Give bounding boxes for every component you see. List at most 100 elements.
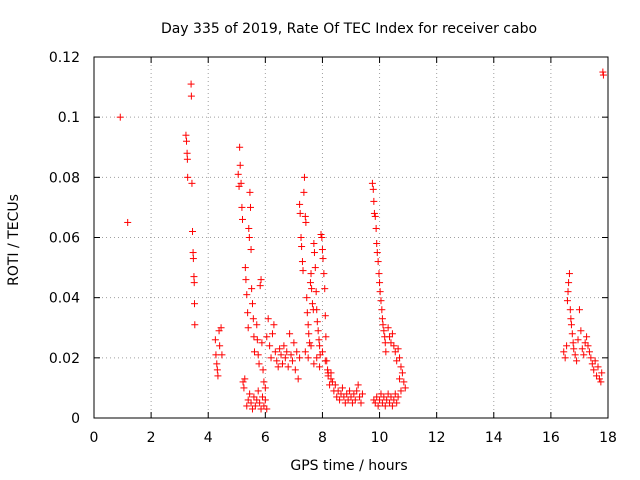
data-point <box>369 185 377 193</box>
data-point <box>320 270 328 278</box>
data-point <box>393 357 401 365</box>
data-point <box>565 279 573 287</box>
data-point <box>290 339 298 347</box>
data-point <box>303 294 311 302</box>
data-point <box>386 333 394 341</box>
data-point <box>396 375 404 383</box>
grid-lines <box>94 57 608 418</box>
y-tick-label: 0.06 <box>49 231 80 247</box>
data-point <box>245 234 253 241</box>
data-point <box>318 234 326 241</box>
y-tick-label: 0.02 <box>49 351 80 367</box>
data-point <box>303 309 311 317</box>
y-tick-label: 0.12 <box>49 50 80 66</box>
data-point <box>187 80 195 88</box>
data-point <box>182 131 190 139</box>
data-point <box>291 366 299 374</box>
data-point <box>568 330 576 338</box>
data-point <box>400 378 408 386</box>
data-point <box>250 348 258 356</box>
data-point <box>346 387 354 395</box>
data-point <box>560 348 568 356</box>
data-point <box>328 378 336 386</box>
data-point <box>313 354 321 362</box>
data-point <box>393 399 401 407</box>
data-point <box>300 173 308 181</box>
data-point <box>273 357 281 365</box>
data-point <box>378 315 386 323</box>
data-point <box>347 393 355 401</box>
data-point <box>256 399 264 407</box>
data-point <box>401 384 409 392</box>
data-point <box>336 396 344 404</box>
data-point <box>253 396 261 404</box>
data-point <box>241 264 249 272</box>
data-point <box>316 363 324 371</box>
data-point <box>358 390 366 398</box>
data-point <box>563 342 571 350</box>
data-point <box>306 279 314 287</box>
data-point <box>312 288 320 296</box>
data-point <box>333 393 341 401</box>
data-point <box>388 330 396 338</box>
data-point <box>319 255 327 263</box>
x-tick-label: 18 <box>599 430 617 446</box>
data-point <box>396 354 404 362</box>
data-point <box>351 396 359 404</box>
data-point <box>321 285 329 293</box>
y-tick-label: 0.08 <box>49 170 80 186</box>
data-point <box>189 249 197 257</box>
data-point <box>183 149 191 157</box>
x-tick-label: 12 <box>428 430 446 446</box>
data-point <box>302 218 310 226</box>
data-point <box>188 179 196 187</box>
data-point <box>564 288 572 296</box>
data-point <box>381 402 389 410</box>
data-point <box>394 393 402 401</box>
data-point <box>398 369 406 377</box>
data-point <box>266 342 274 350</box>
data-point <box>238 215 246 223</box>
data-point <box>258 393 266 401</box>
data-point <box>236 161 244 169</box>
data-point <box>253 336 261 344</box>
data-point <box>189 227 197 235</box>
data-point <box>261 384 269 392</box>
data-point <box>373 393 381 401</box>
data-point <box>574 336 582 344</box>
data-point <box>283 348 291 356</box>
data-point <box>274 363 282 371</box>
data-point <box>253 321 261 329</box>
data-point <box>575 306 583 314</box>
data-point <box>248 300 256 308</box>
data-point <box>270 321 278 329</box>
data-point <box>298 258 306 266</box>
data-point <box>241 375 249 383</box>
x-tick-label: 6 <box>261 430 270 446</box>
x-tick-label: 2 <box>147 430 156 446</box>
data-point <box>254 351 262 359</box>
x-tick-label: 0 <box>90 430 99 446</box>
data-point <box>315 336 323 344</box>
data-point <box>311 264 319 272</box>
data-point <box>374 258 382 266</box>
data-point <box>327 375 335 383</box>
data-point <box>313 318 321 326</box>
data-point <box>321 357 329 365</box>
data-point <box>340 393 348 401</box>
data-point <box>236 143 244 151</box>
data-point <box>211 336 219 344</box>
data-point <box>243 291 251 299</box>
data-point <box>580 351 588 359</box>
data-point <box>296 200 304 208</box>
data-point <box>585 348 593 356</box>
data-point <box>250 393 258 401</box>
data-point <box>239 378 247 386</box>
data-point <box>382 348 390 356</box>
data-point <box>581 339 589 347</box>
data-point <box>566 306 574 314</box>
data-point <box>594 363 602 371</box>
data-point <box>391 348 399 356</box>
data-point <box>218 351 226 359</box>
